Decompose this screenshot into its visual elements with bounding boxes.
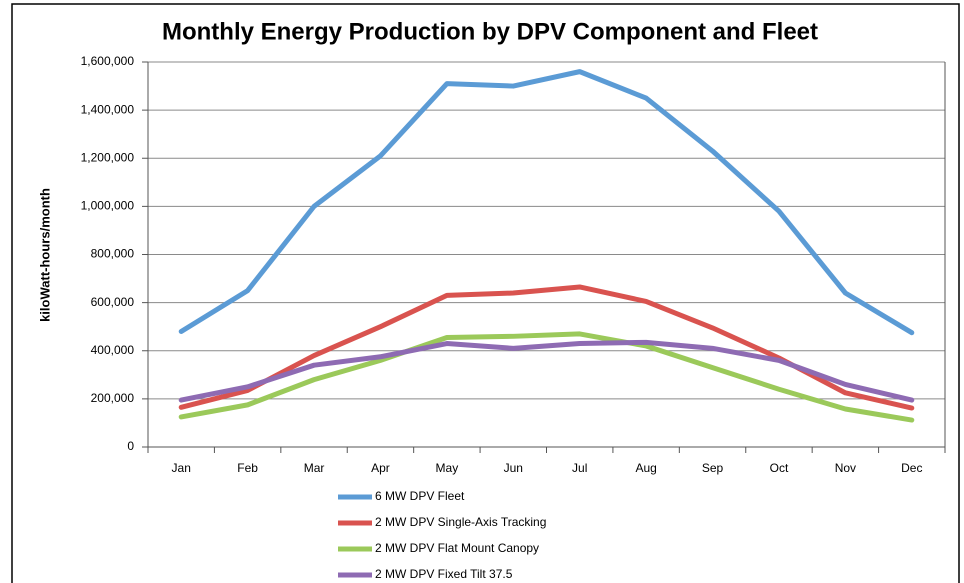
y-tick-label: 800,000 (91, 247, 135, 261)
x-tick-label: Jun (504, 461, 523, 475)
y-tick-label: 0 (127, 439, 134, 453)
x-tick-label: Sep (702, 461, 724, 475)
x-tick-label: Aug (635, 461, 656, 475)
legend-label: 2 MW DPV Single-Axis Tracking (375, 515, 546, 529)
series-line (178, 69, 915, 336)
y-tick-label: 1,000,000 (81, 199, 135, 213)
series-line (178, 339, 915, 403)
x-tick-label: Mar (304, 461, 325, 475)
x-tick-label: Jul (572, 461, 587, 475)
legend-label: 2 MW DPV Fixed Tilt 37.5 (375, 567, 513, 581)
legend-label: 2 MW DPV Flat Mount Canopy (375, 541, 539, 555)
chart-title: Monthly Energy Production by DPV Compone… (162, 18, 818, 45)
x-tick-label: Feb (237, 461, 258, 475)
y-tick-label: 200,000 (91, 391, 135, 405)
x-tick-label: May (436, 461, 459, 475)
x-tick-label: Dec (901, 461, 922, 475)
y-axis-title: kiloWatt-hours/month (37, 188, 52, 322)
x-tick-label: Oct (770, 461, 789, 475)
legend-label: 6 MW DPV Fleet (375, 489, 465, 503)
y-tick-label: 400,000 (91, 343, 135, 357)
x-tick-label: Jan (172, 461, 191, 475)
x-tick-label: Apr (371, 461, 390, 475)
series-line (178, 331, 915, 423)
y-tick-label: 1,200,000 (81, 150, 135, 164)
y-tick-label: 600,000 (91, 295, 135, 309)
y-tick-label: 1,600,000 (81, 54, 135, 68)
y-tick-label: 1,400,000 (81, 102, 135, 116)
x-tick-label: Nov (835, 461, 856, 475)
